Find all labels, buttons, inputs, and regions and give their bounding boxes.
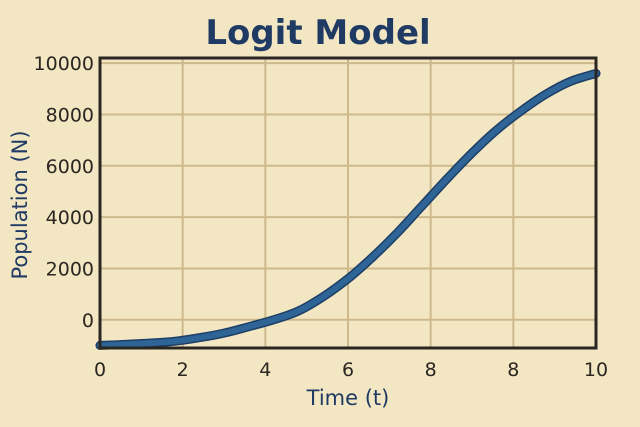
y-tick-label: 4000	[46, 207, 94, 229]
series-lines	[95, 68, 601, 350]
x-tick-label: 4	[259, 359, 271, 381]
grid	[100, 58, 596, 348]
y-tick-label: 2000	[46, 258, 94, 280]
x-tick-label: 8	[507, 359, 519, 381]
x-tick-label: 10	[584, 359, 608, 381]
series-line	[97, 70, 599, 349]
x-tick-label: 0	[94, 359, 106, 381]
y-tick-label: 8000	[46, 104, 94, 126]
y-tick-label: 6000	[46, 156, 94, 178]
x-tick-labels: 0 2 4 6 8 8 10	[94, 359, 608, 381]
x-tick-label: 6	[342, 359, 354, 381]
y-tick-label: 0	[82, 310, 94, 332]
x-tick-label: 8	[425, 359, 437, 381]
x-axis-label: Time (t)	[306, 386, 390, 410]
x-tick-label: 2	[177, 359, 189, 381]
y-axis-label: Population (N)	[8, 130, 32, 279]
y-tick-labels: 0 2000 4000 6000 8000 10000	[34, 53, 94, 332]
plot-frame	[98, 56, 598, 350]
y-tick-label: 10000	[34, 53, 94, 75]
chart-title: Logit Model	[205, 13, 430, 53]
